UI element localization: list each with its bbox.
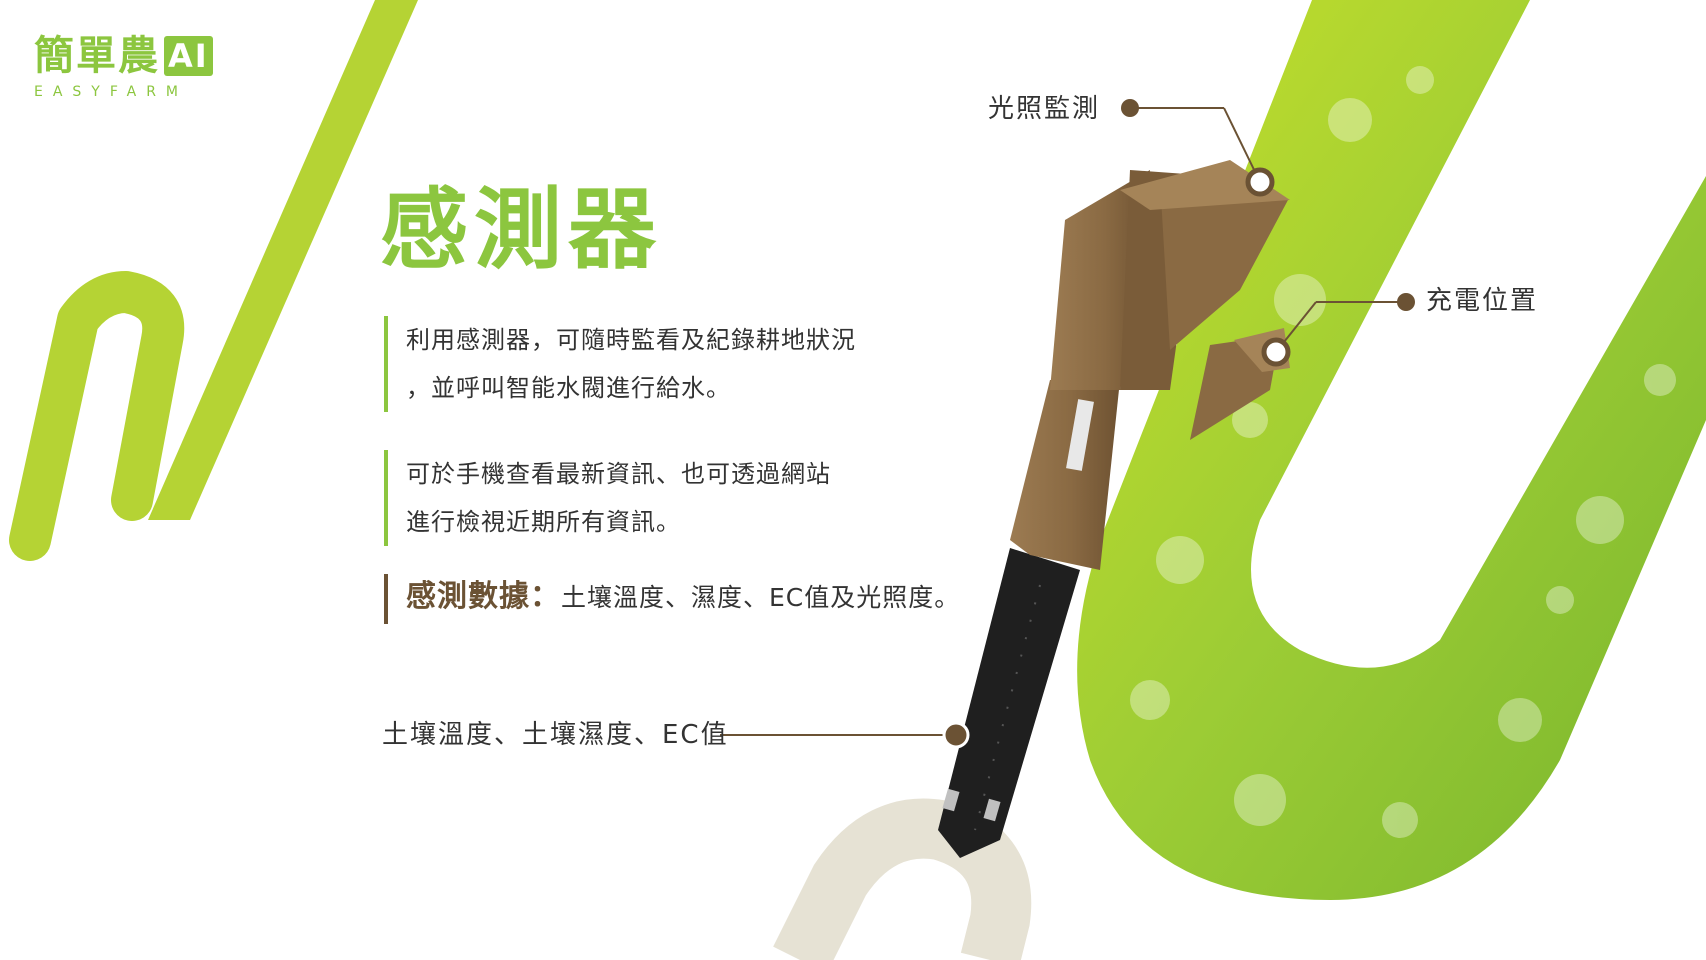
logo-wordmark: 簡單農 AI [34,34,213,78]
description-line: ，並呼叫智能水閥進行給水。 [406,374,731,402]
logo-subtitle: EASYFARM [34,84,189,100]
sensor-device-image [938,160,1290,858]
lettuce-texture [1130,66,1676,838]
sensor-data-value: 土壤溫度、濕度、EC值及光照度。 [561,583,961,612]
left-diagonal-stripe [148,0,418,520]
callout-soil-label: 土壤溫度、土壤濕度、EC值 [382,720,729,750]
description-line: 進行檢視近期所有資訊。 [406,508,681,536]
callout-soil-connector [720,721,970,749]
callout-light-label: 光照監測 [988,94,1101,124]
sensor-data-label: 感測數據： [406,579,561,614]
lettuce-u-shape [1077,0,1706,900]
callout-light-connector [1121,99,1275,197]
logo-ai-badge: AI [164,36,213,76]
logo-name: 簡單農 [34,33,160,79]
description-line: 可於手機查看最新資訊、也可透過網站 [406,460,831,488]
page-title: 感測器 [380,178,663,281]
left-loop-shape [9,271,185,561]
brand-logo: 簡單農 AI EASYFARM [34,34,213,100]
callout-charge-label: 充電位置 [1426,286,1539,316]
sensor-data-summary: 感測數據：土壤溫度、濕度、EC值及光照度。 [384,574,960,624]
callout-charge-connector [1261,293,1415,367]
description-paragraph-2: 可於手機查看最新資訊、也可透過網站 進行檢視近期所有資訊。 [384,450,831,546]
description-line: 利用感測器，可隨時監看及紀錄耕地狀況 [406,326,856,354]
description-paragraph-1: 利用感測器，可隨時監看及紀錄耕地狀況 ，並呼叫智能水閥進行給水。 [384,316,856,412]
